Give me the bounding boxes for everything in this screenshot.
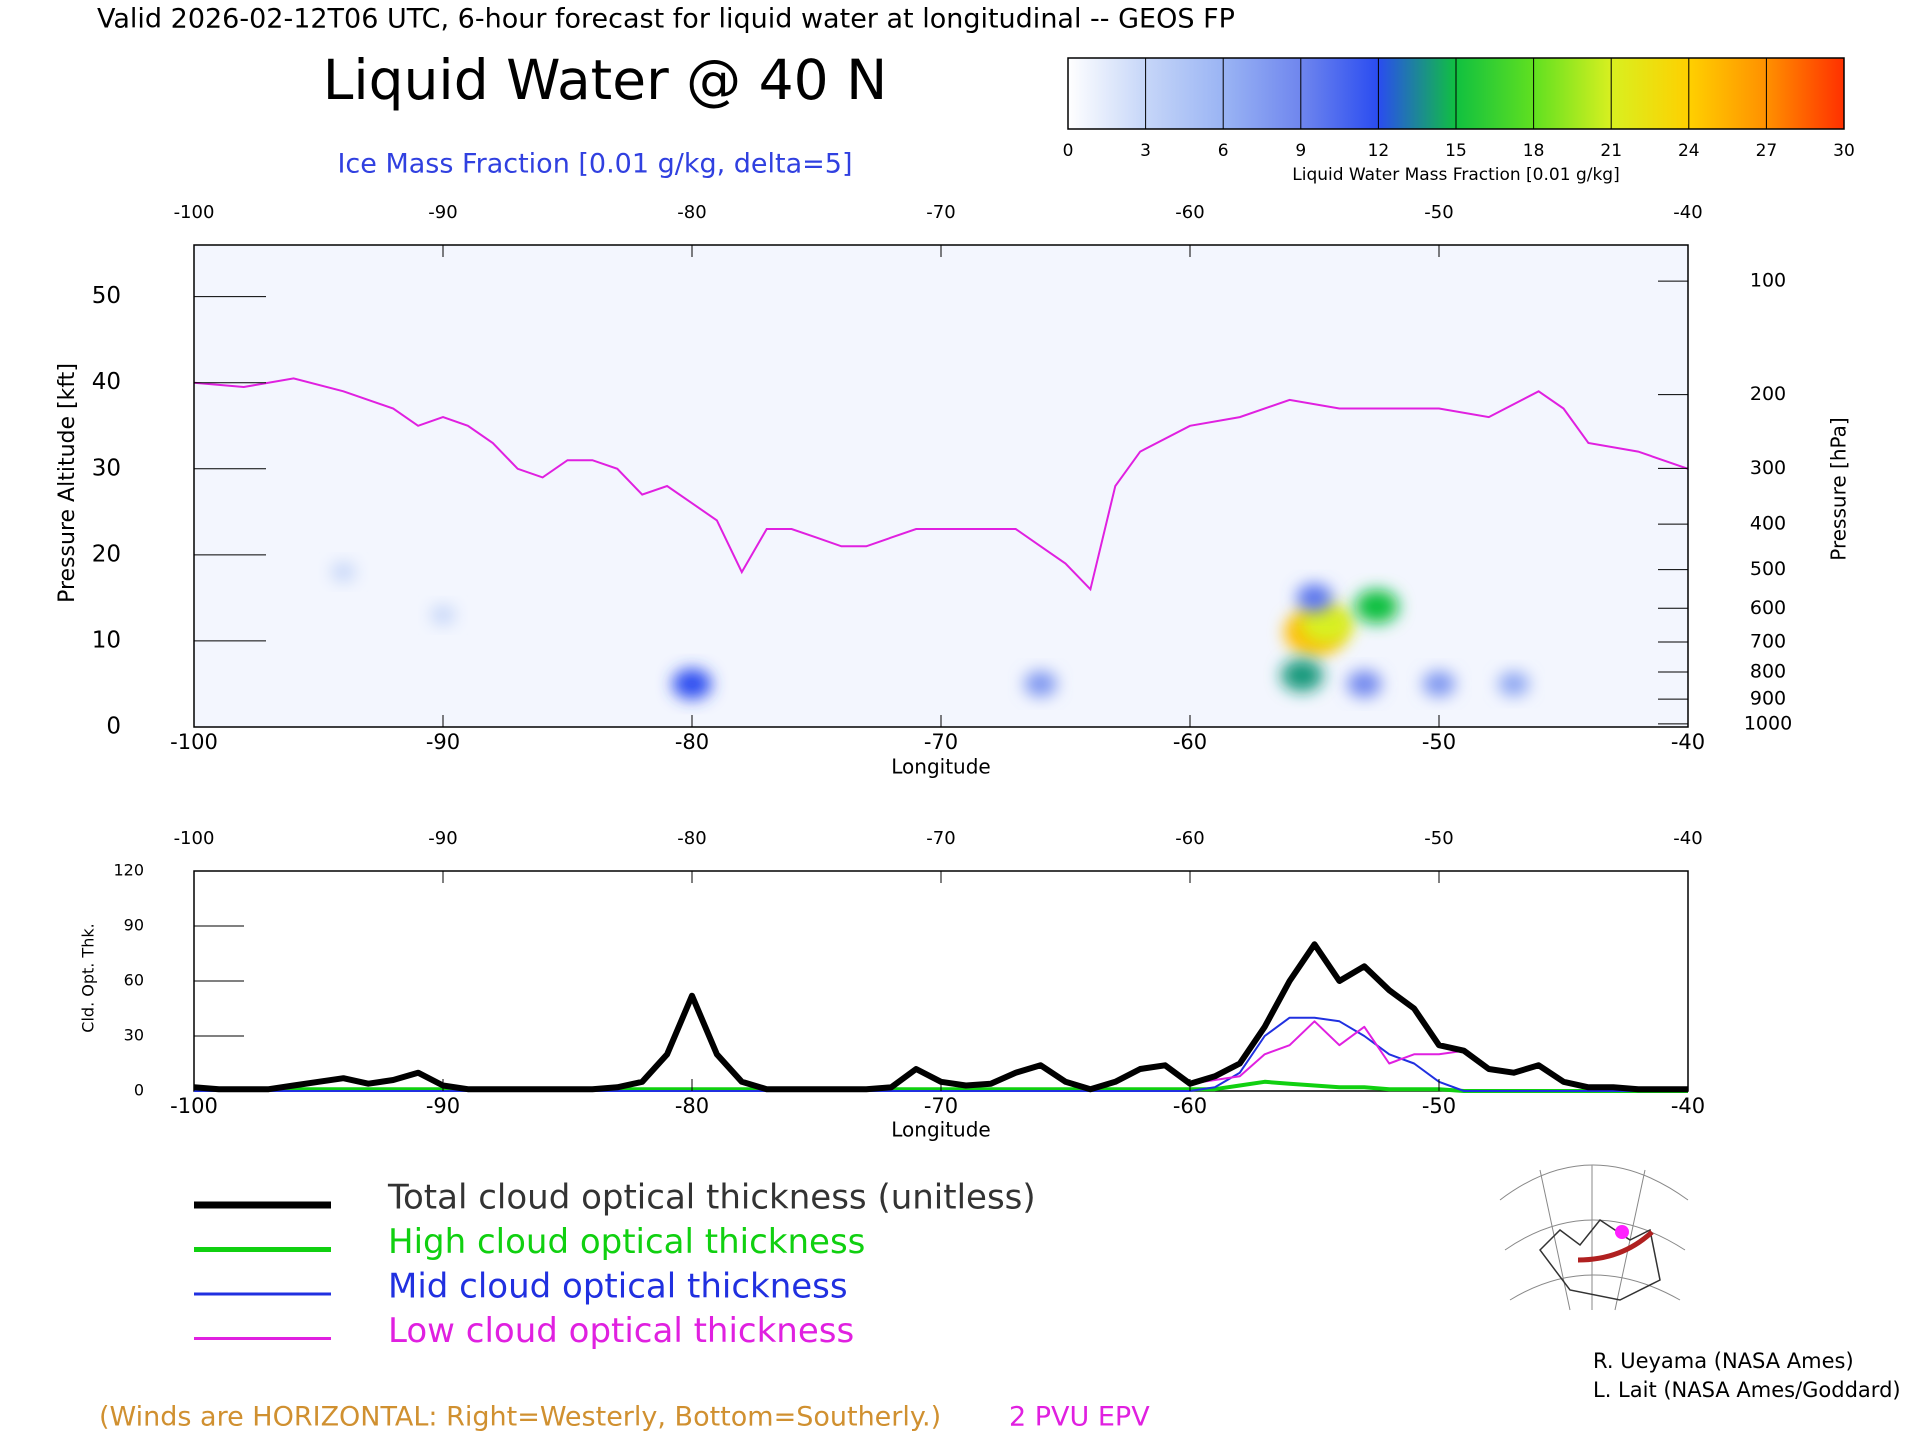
x-axis-label: Longitude	[891, 755, 990, 779]
x-tick-label-top: -80	[677, 202, 706, 223]
colorbar-tick-label: 0	[1063, 141, 1074, 161]
credit: L. Lait (NASA Ames/Goddard)	[1593, 1378, 1901, 1402]
x-tick-label-top: -90	[428, 202, 457, 223]
x-tick-label-top: -60	[1175, 202, 1204, 223]
locator-map	[1493, 1162, 1691, 1313]
colorbar-tick-label: 30	[1833, 141, 1855, 161]
y2-tick-label: 900	[1750, 688, 1786, 710]
y-tick-label: 90	[124, 916, 144, 935]
x-tick-label: -60	[1173, 1094, 1207, 1118]
y2-tick-label: 100	[1750, 270, 1786, 292]
liquid-water-cell	[1347, 670, 1382, 698]
liquid-water-cell	[1296, 583, 1333, 612]
y-tick-label: 0	[106, 714, 121, 740]
y-tick-label: 40	[92, 369, 121, 395]
x-tick-label: -100	[170, 730, 218, 754]
y-tick-label: 20	[92, 541, 121, 567]
epv-label: 2 PVU EPV	[1009, 1402, 1150, 1433]
x-axis-label: Longitude	[891, 1118, 990, 1142]
y-tick-label: 120	[113, 861, 144, 880]
x-tick-label: -40	[1671, 730, 1705, 754]
y-tick-label: 30	[124, 1026, 144, 1045]
liquid-water-cell	[331, 562, 356, 582]
x-tick-label: -50	[1422, 1094, 1456, 1118]
x-tick-label-top: -80	[677, 828, 706, 849]
colorbar-tick-label: 15	[1445, 141, 1467, 161]
x-tick-label-top: -40	[1673, 828, 1702, 849]
x-tick-label-top: -50	[1424, 828, 1453, 849]
x-tick-label: -70	[924, 1094, 958, 1118]
x-tick-label-top: -70	[926, 828, 955, 849]
x-tick-label: -70	[924, 730, 958, 754]
colorbar-tick-label: 21	[1600, 141, 1622, 161]
colorbar-tick-label: 12	[1368, 141, 1390, 161]
plot-frame	[193, 870, 1689, 1092]
y-tick-label: 10	[92, 627, 121, 653]
y2-tick-label: 600	[1750, 597, 1786, 619]
y2-tick-label: 300	[1750, 457, 1786, 479]
x-tick-label-top: -60	[1175, 828, 1204, 849]
x-tick-label-top: -90	[428, 828, 457, 849]
liquid-water-cell	[1498, 671, 1530, 697]
y-tick-label: 60	[124, 971, 144, 990]
header: Valid 2026-02-12T06 UTC, 6-hour forecast…	[97, 4, 1235, 35]
y-tick-label: 30	[92, 455, 121, 481]
colorbar-tick-label: 18	[1523, 141, 1545, 161]
x-tick-label-top: -40	[1673, 202, 1702, 223]
legend-label: Mid cloud optical thickness	[388, 1267, 848, 1307]
y2-tick-label: 500	[1750, 558, 1786, 580]
legend-label: High cloud optical thickness	[388, 1222, 865, 1262]
y2-tick-label: 400	[1750, 513, 1786, 535]
colorbar-tick-label: 9	[1295, 141, 1306, 161]
liquid-water-cell	[672, 668, 712, 700]
x-tick-label: -80	[675, 1094, 709, 1118]
x-tick-label: -50	[1422, 730, 1456, 754]
x-tick-label: -80	[675, 730, 709, 754]
plot-area	[194, 245, 1688, 727]
y-axis-label: Pressure Altitude [kft]	[55, 363, 80, 603]
x-tick-label-top: -70	[926, 202, 955, 223]
x-tick-label: -90	[426, 1094, 460, 1118]
y-axis-label: Cld. Opt. Thk.	[79, 923, 98, 1032]
liquid-water-field	[331, 562, 1530, 700]
series-line	[193, 941, 1688, 1093]
legend-label: Total cloud optical thickness (unitless)	[387, 1178, 1036, 1218]
colorbar-tick-label: 6	[1218, 141, 1229, 161]
legend-label: Low cloud optical thickness	[388, 1311, 854, 1351]
y2-tick-label: 200	[1750, 383, 1786, 405]
x-tick-label-top: -100	[174, 828, 215, 849]
x-tick-label: -40	[1671, 1094, 1705, 1118]
colorbar-tick-label: 27	[1756, 141, 1778, 161]
epv-line	[193, 377, 1689, 592]
y2-axis-label: Pressure [hPa]	[1827, 417, 1851, 560]
liquid-water-cell	[430, 605, 456, 625]
colorbar-tick-label: 3	[1140, 141, 1151, 161]
liquid-water-cell	[1300, 603, 1354, 645]
y2-tick-label: 1000	[1744, 712, 1792, 734]
chart-title: Liquid Water @ 40 N	[323, 48, 888, 112]
chart-subtitle: Ice Mass Fraction [0.01 g/kg, delta=5]	[337, 149, 852, 180]
y2-tick-label: 700	[1750, 630, 1786, 652]
y2-tick-label: 800	[1750, 660, 1786, 682]
liquid-water-cell	[1024, 671, 1057, 697]
liquid-water-cell	[1354, 589, 1399, 624]
colorbar-label: Liquid Water Mass Fraction [0.01 g/kg]	[1292, 165, 1619, 185]
y-tick-label: 50	[92, 283, 121, 309]
x-tick-label-top: -50	[1424, 202, 1453, 223]
x-tick-label: -60	[1173, 730, 1207, 754]
x-tick-label: -100	[170, 1094, 218, 1118]
credit: R. Ueyama (NASA Ames)	[1593, 1349, 1854, 1373]
x-tick-label: -90	[426, 730, 460, 754]
liquid-water-cell	[1422, 671, 1456, 697]
colorbar-tick-label: 24	[1678, 141, 1700, 161]
liquid-water-cell	[1280, 658, 1324, 692]
y-tick-label: 0	[134, 1081, 144, 1100]
x-tick-label-top: -100	[174, 202, 215, 223]
footnote: (Winds are HORIZONTAL: Right=Westerly, B…	[99, 1402, 941, 1433]
